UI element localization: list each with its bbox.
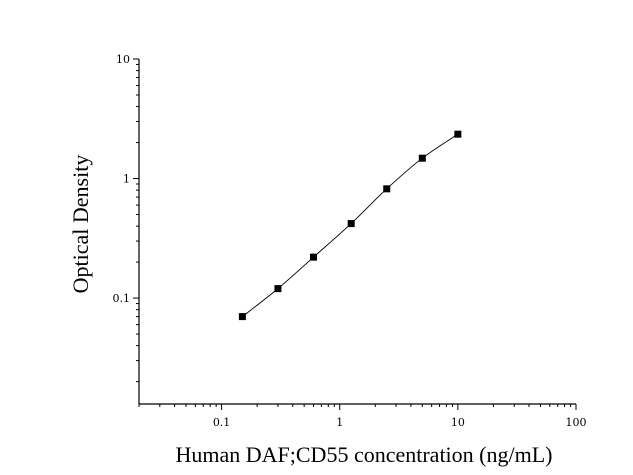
data-point: [238, 313, 246, 321]
y-tick-label: 10: [116, 53, 130, 66]
x-axis-title: Human DAF;CD55 concentration (ng/mL): [176, 442, 553, 467]
x-tick-label: 10: [451, 416, 465, 429]
y-tick-label: 0.1: [113, 292, 131, 305]
data-points: [238, 130, 462, 321]
data-point: [454, 130, 462, 138]
data-point: [383, 185, 391, 193]
axes: [138, 59, 576, 405]
x-tick-label: 0.1: [213, 416, 231, 429]
x-tick-label: 1: [336, 416, 343, 429]
axis-ticks: 0.1 1 10 100 0.1 1 10: [113, 53, 587, 429]
y-axis-title: Optical Density: [68, 155, 93, 294]
x-tick-label: 100: [566, 416, 587, 429]
data-point: [347, 220, 355, 228]
data-point: [418, 154, 426, 162]
y-tick-label: 1: [123, 173, 130, 186]
data-point: [310, 253, 318, 261]
data-point: [274, 285, 282, 293]
